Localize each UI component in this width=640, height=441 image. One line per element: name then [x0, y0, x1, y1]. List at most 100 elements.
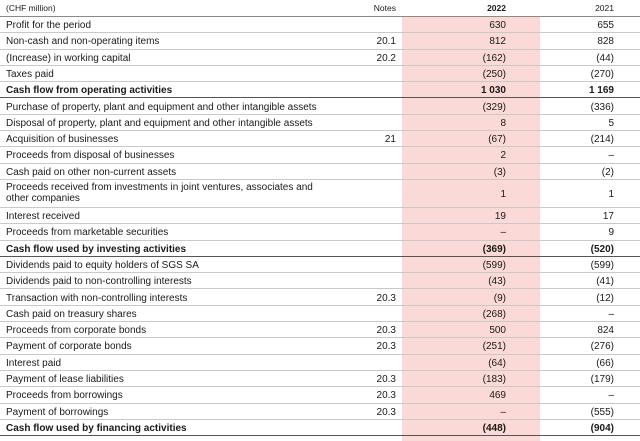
- row-label: Payment of corporate bonds: [6, 341, 132, 353]
- table-row: Profit for the period 630 655: [0, 17, 640, 34]
- row-label: Acquisition of businesses: [6, 134, 119, 146]
- row-label: Purchase of property, plant and equipmen…: [6, 101, 317, 113]
- row-value-2021: (66): [596, 357, 614, 369]
- table-row: Payment of corporate bonds 20.3 (251) (276): [0, 338, 640, 355]
- row-notes: 20.3: [376, 341, 396, 353]
- row-value-2021: 655: [597, 20, 614, 31]
- table-row: Payment of lease liabilities 20.3 (183) (17…: [0, 371, 640, 388]
- row-value-2022: (250): [482, 68, 506, 80]
- row-value-2021: 17: [602, 211, 614, 222]
- table-row: Dividends paid to equity holders of SGS …: [0, 257, 640, 274]
- row-label: Payment of lease liabilities: [6, 374, 124, 385]
- row-value-2021: –: [608, 308, 614, 320]
- row-notes: 20.3: [376, 374, 396, 385]
- row-value-2022: (64): [488, 357, 506, 369]
- table-row: Cash paid on other non-current assets (3)…: [0, 164, 640, 180]
- table-row: Proceeds received from investments in jo…: [0, 180, 640, 208]
- row-notes: 20.2: [376, 52, 396, 64]
- row-value-2022: 1: [500, 189, 506, 200]
- table-row: Proceeds from marketable securities – 9: [0, 224, 640, 241]
- row-label: Cash flow from operating activities: [6, 85, 173, 97]
- table-row: Purchase of property, plant and equipmen…: [0, 99, 640, 115]
- table-row: Proceeds from borrowings 20.3 469 –: [0, 387, 640, 404]
- row-value-2022: (162): [482, 52, 506, 64]
- row-value-2021: 828: [597, 36, 614, 48]
- row-value-2021: (904): [590, 422, 614, 434]
- row-label: Cash flow used by investing activities: [6, 243, 187, 255]
- row-label-continued: other companies: [6, 193, 80, 204]
- row-value-2022: (329): [482, 101, 506, 113]
- table-row: Proceeds from corporate bonds 20.3 500 824: [0, 322, 640, 339]
- row-label: Proceeds from disposal of businesses: [6, 150, 175, 162]
- row-notes: 20.3: [376, 390, 396, 402]
- row-notes: 20.3: [376, 292, 396, 304]
- row-label: (Increase) in working capital: [6, 52, 131, 64]
- row-value-2021: (179): [590, 374, 614, 385]
- row-value-2021: (214): [590, 134, 614, 146]
- row-value-2022: 630: [489, 20, 506, 31]
- row-label: Cash paid on treasury shares: [6, 308, 137, 320]
- row-value-2022: 469: [489, 390, 506, 402]
- row-label: Dividends paid to equity holders of SGS …: [6, 259, 199, 271]
- row-label: Taxes paid: [6, 68, 54, 80]
- row-label: Transaction with non-controlling interes…: [6, 292, 188, 304]
- table-row: (Increase) in working capital 20.2 (162) (4…: [0, 50, 640, 66]
- table-row: Interest received 19 17: [0, 208, 640, 225]
- table-row: Dividends paid to non-controlling intere…: [0, 273, 640, 290]
- row-value-2022: (599): [482, 259, 506, 271]
- row-value-2022: (369): [482, 243, 506, 255]
- row-label: Proceeds received from investments in jo…: [6, 182, 346, 204]
- row-value-2022: 2: [500, 150, 506, 162]
- row-label: Proceeds from corporate bonds: [6, 325, 147, 337]
- table-row: Taxes paid (250) (270): [0, 66, 640, 83]
- row-notes: 20.1: [376, 36, 396, 48]
- year-current-header: 2022: [487, 3, 506, 13]
- row-value-2022: (3): [493, 166, 506, 178]
- row-value-2021: (276): [590, 341, 614, 353]
- year-prior-header: 2021: [595, 3, 614, 13]
- row-value-2022: 1 030: [480, 85, 506, 97]
- row-label: Cash paid on other non-current assets: [6, 166, 177, 178]
- row-label: Dividends paid to non-controlling intere…: [6, 276, 192, 288]
- row-notes: 21: [384, 134, 396, 146]
- table-row: Cash flow used by financing activities (4…: [0, 420, 640, 437]
- row-value-2021: 1: [608, 189, 614, 200]
- table-row: Proceeds from disposal of businesses 2 –: [0, 147, 640, 164]
- row-label: Payment of borrowings: [6, 406, 109, 418]
- row-notes: 20.3: [376, 406, 396, 418]
- row-value-2021: 824: [597, 325, 614, 337]
- row-value-2021: –: [608, 150, 614, 162]
- row-value-2021: –: [608, 390, 614, 402]
- row-value-2022: –: [500, 227, 506, 239]
- row-value-2021: (599): [590, 259, 614, 271]
- row-label: Proceeds from borrowings: [6, 390, 123, 402]
- row-value-2021: (555): [590, 406, 614, 418]
- row-label: Interest paid: [6, 357, 62, 369]
- table-header: (CHF million) Notes 2022 2021: [0, 0, 640, 17]
- row-value-2021: (12): [596, 292, 614, 304]
- row-value-2022: 8: [500, 117, 506, 129]
- row-value-2022: 19: [494, 211, 506, 222]
- table-row: Acquisition of businesses 21 (67) (214): [0, 131, 640, 148]
- unit-label: (CHF million): [6, 3, 56, 13]
- row-value-2022: (268): [482, 308, 506, 320]
- table-row: Cash flow from operating activities 1 030…: [0, 82, 640, 99]
- row-value-2021: (520): [590, 243, 614, 255]
- row-value-2022: (9): [493, 292, 506, 304]
- row-label-line: Proceeds received from investments in jo…: [6, 182, 313, 193]
- table-row: Disposal of property, plant and equipmen…: [0, 115, 640, 132]
- row-label: Profit for the period: [6, 20, 92, 31]
- row-value-2021: 5: [608, 117, 614, 129]
- table-row: Payment of borrowings 20.3 – (555): [0, 404, 640, 420]
- row-label: Disposal of property, plant and equipmen…: [6, 117, 313, 129]
- row-label: Non-cash and non-operating items: [6, 36, 160, 48]
- row-notes: 20.3: [376, 325, 396, 337]
- row-value-2022: –: [500, 406, 506, 418]
- row-value-2022: (183): [482, 374, 506, 385]
- table-row: Cash paid on treasury shares (268) –: [0, 306, 640, 323]
- table-row: Non-cash and non-operating items 20.1 812 8…: [0, 33, 640, 50]
- row-value-2022: (43): [488, 276, 506, 288]
- row-value-2022: 500: [489, 325, 506, 337]
- row-value-2021: 1 169: [588, 85, 614, 97]
